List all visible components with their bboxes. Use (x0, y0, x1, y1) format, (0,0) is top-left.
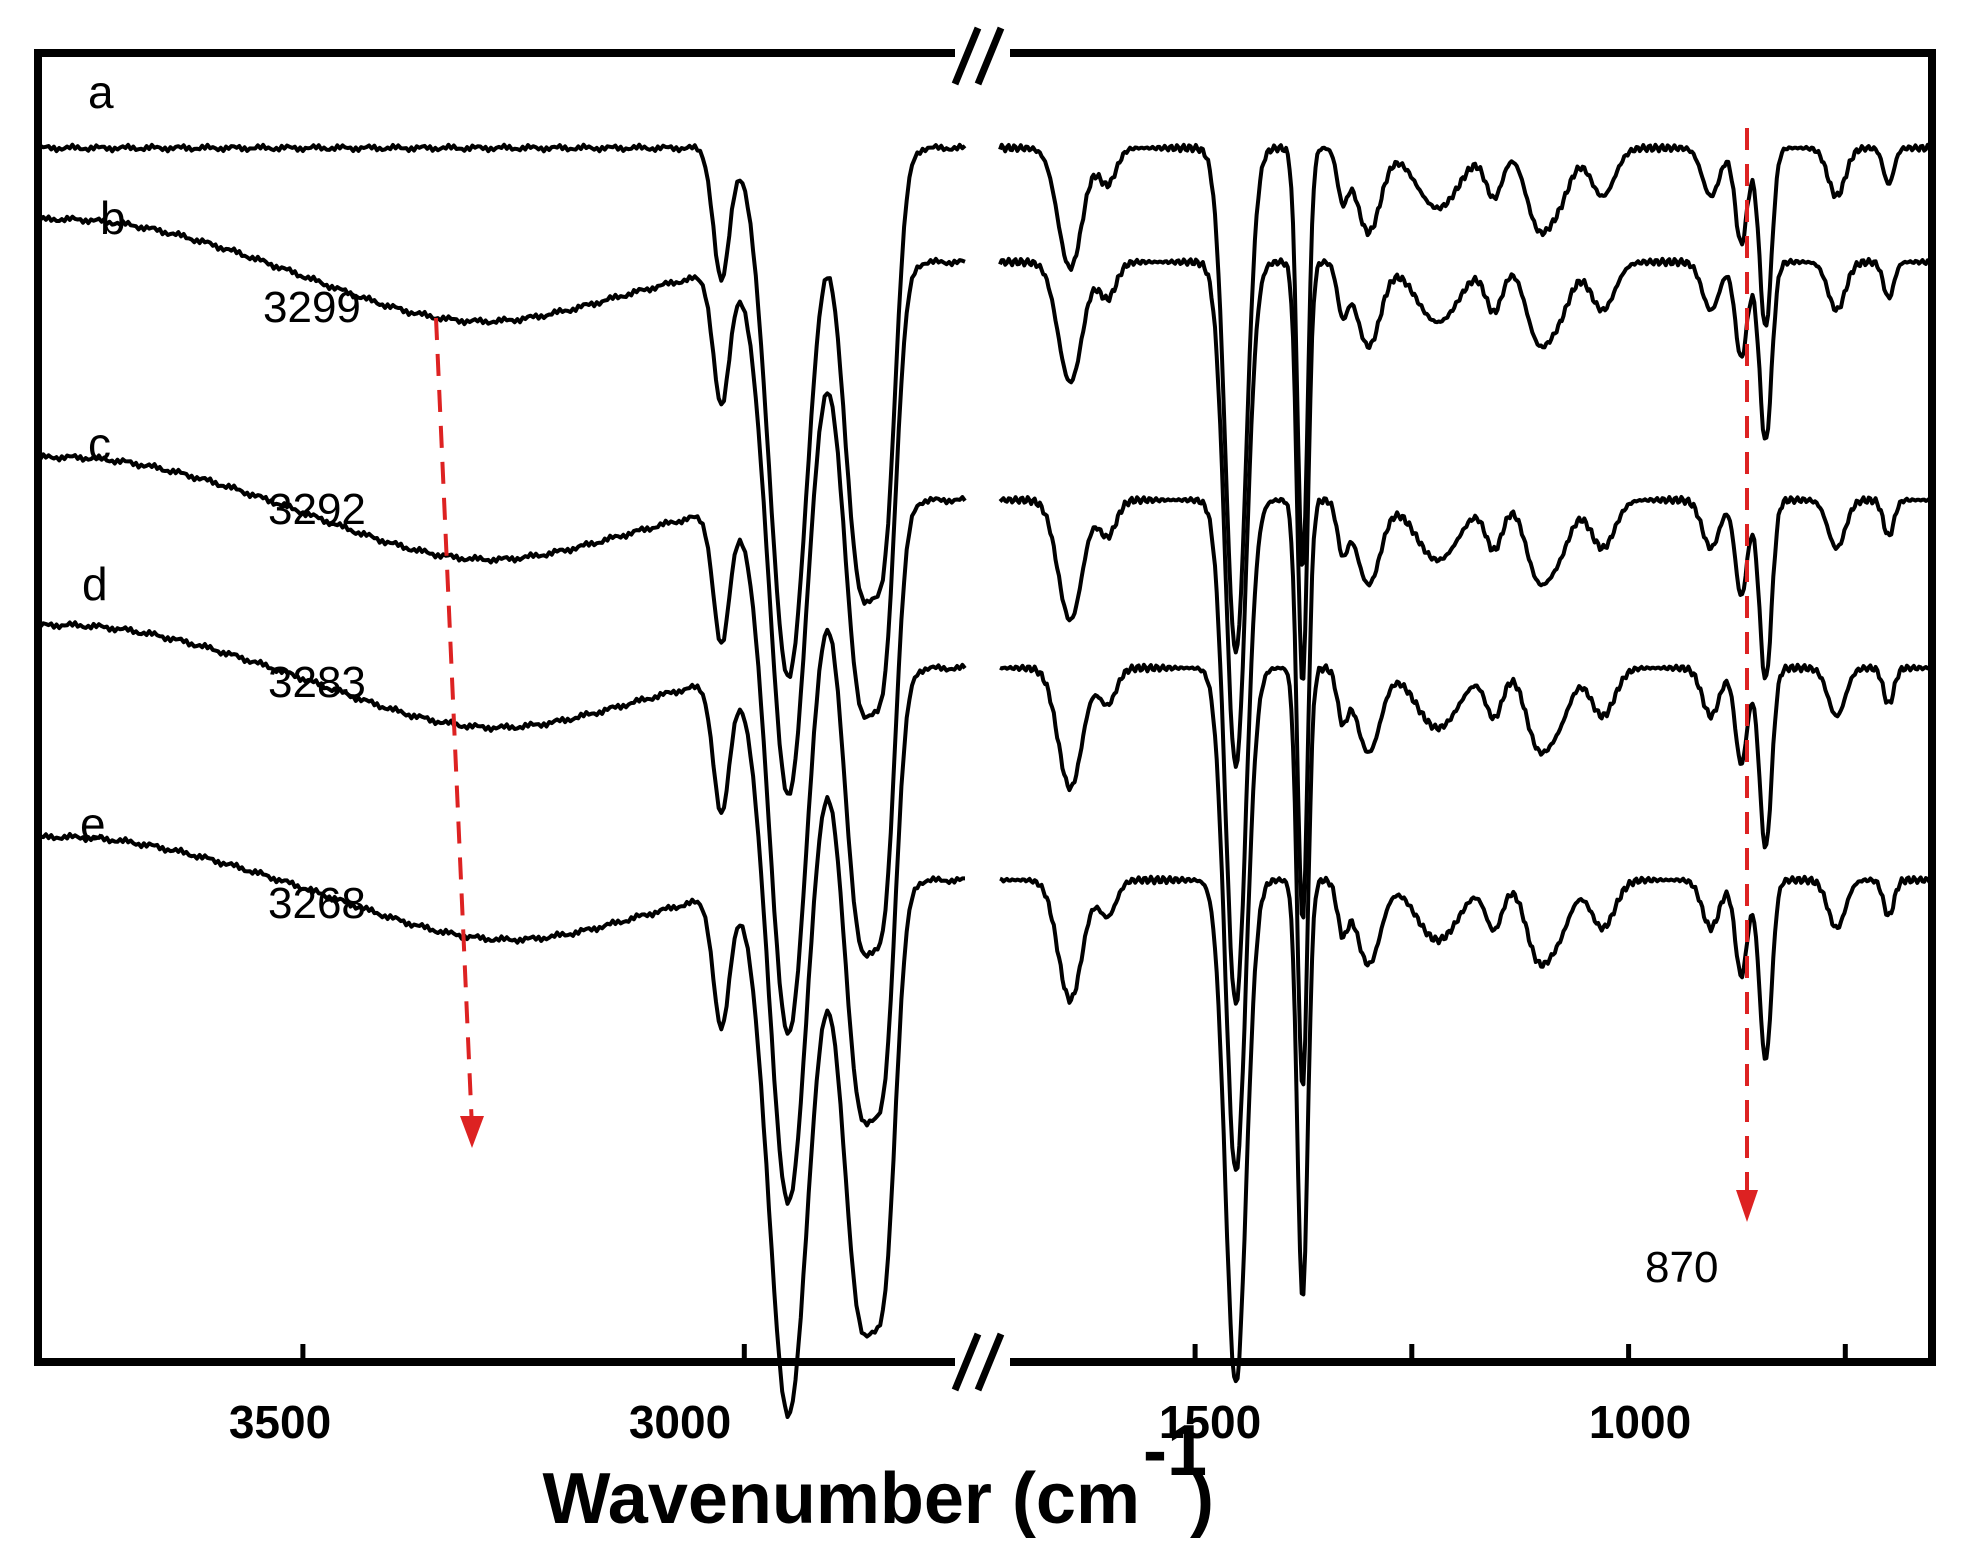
arrow-oh-shift (434, 317, 474, 1129)
curve-b-panel-1 (37, 214, 966, 796)
x-axis-title-superscript: -1 (1143, 1411, 1207, 1491)
curve-e-panel-2 (999, 874, 1933, 1384)
peak-label-c: 3292 (268, 485, 366, 534)
tick-label-1000: 1000 (1589, 1396, 1691, 1448)
curve-d-panel-1 (36, 620, 967, 1206)
arrow-870-head (1736, 1190, 1758, 1222)
tick-label-3000: 3000 (629, 1396, 731, 1448)
peak-label-e: 3268 (268, 879, 366, 928)
curve-a-panel-1 (36, 142, 967, 679)
curve-label-e: e (80, 798, 106, 850)
curve-label-b: b (100, 192, 126, 244)
curve-a-panel-2 (998, 142, 1933, 655)
curve-e-panel-1 (37, 832, 965, 1419)
annotation-870-label: 870 (1645, 1243, 1718, 1292)
spectra-curves (36, 142, 1933, 1419)
curve-b-panel-2 (998, 256, 1933, 769)
x-axis-title-close: ) (1190, 1459, 1214, 1539)
x-axis-title: Wavenumber (cm (543, 1459, 1140, 1539)
text-labels: 3500 3000 1500 1000 Wavenumber (cm -1 ) … (80, 66, 1718, 1539)
plot-frame (34, 26, 1936, 1392)
axis-break-bottom (951, 1332, 1005, 1392)
annotation-arrows (434, 128, 1758, 1222)
axis-break-top (951, 26, 1005, 86)
curve-c-panel-1 (36, 452, 967, 1036)
curve-d-panel-2 (999, 662, 1933, 1172)
curve-c-panel-2 (998, 495, 1933, 1006)
curve-label-d: d (82, 558, 108, 610)
curve-label-c: c (88, 418, 111, 470)
tick-label-3500: 3500 (229, 1396, 331, 1448)
arrow-oh-shift-head (460, 1116, 484, 1148)
peak-label-d: 3283 (268, 658, 366, 707)
x-ticks (300, 1344, 1848, 1362)
tick-label-1500: 1500 (1159, 1396, 1261, 1448)
peak-label-b: 3299 (263, 283, 361, 332)
curve-label-a: a (88, 66, 114, 118)
